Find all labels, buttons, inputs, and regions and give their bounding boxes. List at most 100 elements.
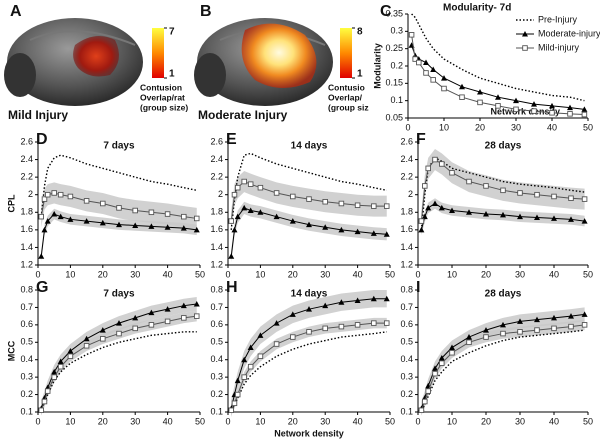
panel-letter: H <box>226 279 238 296</box>
panel-caption: Mild Injury <box>8 108 68 122</box>
marker <box>273 341 280 347</box>
x-tick-label: 40 <box>549 416 559 426</box>
colorbar <box>340 28 352 78</box>
x-tick-label: 30 <box>130 416 140 426</box>
marker <box>549 102 555 109</box>
y-tick-label: 0.1 <box>390 95 403 105</box>
colorbar-label: Contusio <box>328 82 365 92</box>
marker <box>441 85 447 92</box>
x-tick-label: 10 <box>447 416 457 426</box>
marker <box>477 89 483 95</box>
y-tick-label: 1.6 <box>210 224 223 234</box>
x-tick-label: 50 <box>385 269 395 279</box>
chart-title: 28 days <box>485 289 522 300</box>
series-line <box>411 45 585 110</box>
marker <box>517 329 523 335</box>
marker <box>257 332 264 338</box>
marker <box>51 190 57 196</box>
colorbar-label: (group siz <box>328 102 369 112</box>
marker <box>500 321 506 328</box>
marker <box>459 94 465 100</box>
marker <box>234 213 241 220</box>
marker <box>581 111 588 118</box>
y-tick-label: 0.2 <box>400 389 413 399</box>
y-tick-label: 0.7 <box>20 302 33 312</box>
y-tick-label: 2.2 <box>20 172 33 182</box>
marker <box>116 221 122 228</box>
marker <box>425 165 431 172</box>
marker <box>164 211 171 217</box>
marker <box>148 309 155 316</box>
panel-letter: B <box>200 3 212 20</box>
marker <box>338 226 345 233</box>
marker <box>164 306 171 312</box>
marker <box>466 334 472 340</box>
y-tick-label: 0.5 <box>400 337 413 347</box>
series-line <box>230 152 387 230</box>
marker <box>438 354 445 361</box>
panel-letter: I <box>416 279 420 296</box>
marker <box>67 353 74 359</box>
marker <box>522 31 528 37</box>
marker <box>41 226 48 233</box>
x-tick-label: 20 <box>98 269 108 279</box>
marker <box>322 198 328 205</box>
panel-letter: D <box>36 131 48 148</box>
marker <box>148 322 155 328</box>
marker <box>247 363 254 370</box>
marker <box>322 302 329 309</box>
marker <box>384 320 390 326</box>
marker <box>132 325 138 332</box>
x-axis-label: Network density <box>490 106 560 116</box>
marker <box>247 344 254 351</box>
x-tick-label: 30 <box>515 269 525 279</box>
marker <box>322 325 328 332</box>
brain-fissure <box>29 30 136 46</box>
marker <box>338 200 345 207</box>
marker <box>338 299 345 305</box>
y-tick-label: 0.7 <box>210 302 223 312</box>
series-line <box>230 298 387 409</box>
marker <box>483 334 489 340</box>
y-tick-label: 0.15 <box>385 78 403 88</box>
marker <box>466 339 472 346</box>
marker <box>38 407 44 414</box>
marker <box>194 215 200 222</box>
y-tick-label: 0.7 <box>400 302 413 312</box>
y-tick-label: 2.6 <box>20 136 33 146</box>
x-tick-label: 50 <box>385 416 395 426</box>
marker <box>432 200 438 206</box>
marker <box>289 311 296 317</box>
marker <box>148 209 155 216</box>
marker <box>306 221 312 228</box>
chart-title: 7 days <box>103 141 135 152</box>
y-axis-label: MCC <box>6 340 16 361</box>
y-tick-label: 1.4 <box>210 242 223 252</box>
x-tick-label: 0 <box>405 122 410 132</box>
marker <box>354 297 361 303</box>
y-tick-label: 0.8 <box>20 284 33 294</box>
marker <box>500 211 506 218</box>
marker <box>116 330 122 337</box>
marker <box>116 320 122 326</box>
x-tick-label: 50 <box>195 269 205 279</box>
marker <box>430 77 436 83</box>
x-tick-label: 0 <box>415 416 420 426</box>
series-line <box>411 13 585 102</box>
marker <box>354 322 361 328</box>
x-tick-label: 20 <box>475 122 485 132</box>
marker <box>568 195 574 201</box>
marker <box>231 226 238 233</box>
marker <box>425 388 431 394</box>
marker <box>581 311 588 317</box>
marker <box>534 327 540 333</box>
marker <box>306 306 312 312</box>
marker <box>425 204 432 211</box>
panel-letter: G <box>36 279 48 296</box>
marker <box>551 215 557 221</box>
marker <box>370 230 377 236</box>
y-tick-label: 2.2 <box>400 172 413 182</box>
marker <box>234 184 241 191</box>
panel-letter: F <box>416 131 426 148</box>
marker <box>477 99 483 106</box>
